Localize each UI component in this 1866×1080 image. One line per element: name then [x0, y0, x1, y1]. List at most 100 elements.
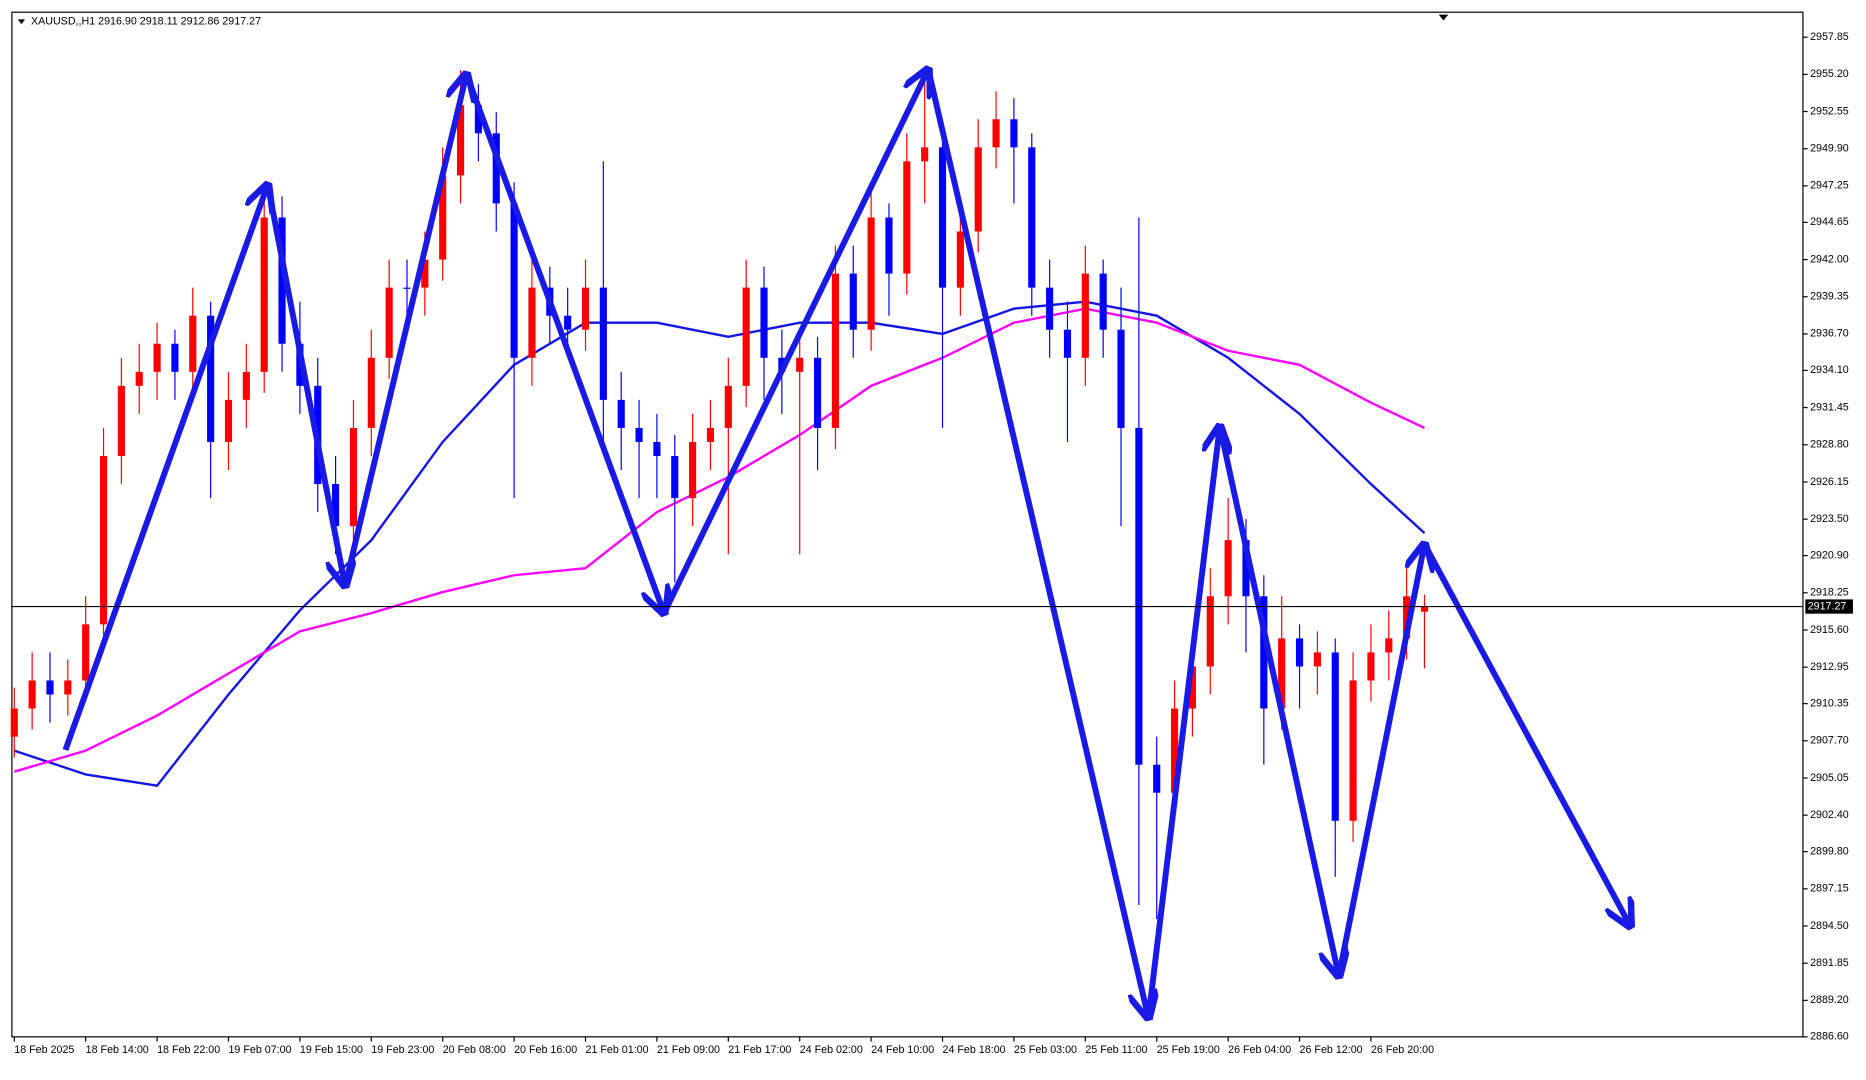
price-label-box — [1805, 599, 1853, 614]
y-tick-label: 2926.15 — [1810, 476, 1849, 488]
x-tick-label: 25 Feb 19:00 — [1157, 1044, 1220, 1056]
plot-frame — [11, 11, 1804, 1038]
candle-body — [1224, 540, 1232, 597]
candle-body — [421, 259, 429, 288]
candle-body — [510, 203, 518, 358]
candle-body — [1046, 287, 1054, 330]
candle-body — [867, 217, 875, 330]
x-tick-label: 20 Feb 16:00 — [514, 1044, 577, 1056]
y-tick-label: 2891.85 — [1810, 957, 1849, 969]
candle-body — [242, 371, 250, 400]
candle-body — [153, 343, 161, 372]
candle-body — [564, 315, 572, 330]
y-tick-label: 2931.45 — [1810, 401, 1849, 413]
candle-body — [1206, 596, 1214, 667]
candle-body — [82, 624, 90, 681]
y-tick-label: 2902.40 — [1810, 809, 1849, 821]
candle-body — [135, 371, 143, 386]
candle-body — [653, 441, 661, 456]
y-tick-label: 2920.90 — [1810, 549, 1849, 561]
arrow — [1216, 425, 1339, 976]
candle-body — [813, 357, 822, 428]
y-tick-label: 2910.35 — [1810, 697, 1849, 709]
arrow — [661, 69, 928, 615]
arrow — [463, 73, 665, 613]
candle-body — [742, 287, 750, 386]
x-tick-label: 21 Feb 01:00 — [586, 1044, 649, 1056]
x-tick-label: 24 Feb 02:00 — [800, 1044, 863, 1056]
candle-body — [456, 105, 465, 176]
candle-body — [1313, 652, 1321, 667]
y-tick-label: 2944.65 — [1810, 216, 1849, 228]
y-tick-label: 2907.70 — [1810, 735, 1849, 747]
candle-body — [671, 455, 679, 499]
chart-title: XAUUSD,,H1 2916.90 2918.11 2912.86 2917.… — [31, 16, 261, 28]
candle-body — [528, 287, 536, 358]
candle-body — [171, 343, 179, 372]
x-tick-label: 24 Feb 10:00 — [871, 1044, 934, 1056]
candle-body — [1278, 638, 1286, 709]
candle-body — [367, 357, 375, 428]
candle-body — [224, 399, 233, 442]
candle-body — [117, 385, 125, 456]
candle-body — [1099, 273, 1107, 330]
candle-body — [796, 357, 804, 372]
x-tick-label: 20 Feb 08:00 — [443, 1044, 506, 1056]
price-label: 2917.27 — [1808, 600, 1847, 612]
candle-body — [956, 231, 964, 288]
candle-body — [1171, 708, 1179, 793]
candle-body — [1385, 638, 1393, 653]
candle-body — [46, 680, 54, 695]
trend-arrows — [62, 68, 1630, 1017]
y-tick-label: 2939.35 — [1810, 291, 1849, 303]
candle-body — [581, 287, 590, 330]
candle-body — [1420, 606, 1429, 612]
x-tick-label: 25 Feb 11:00 — [1085, 1044, 1147, 1056]
candle-body — [1331, 652, 1339, 821]
x-tick-label: 26 Feb 20:00 — [1371, 1044, 1434, 1056]
y-tick-label: 2899.80 — [1810, 845, 1849, 857]
candle-body — [724, 385, 732, 428]
candle-body — [1188, 666, 1197, 709]
candle-body — [385, 287, 393, 358]
x-tick-label: 21 Feb 17:00 — [728, 1044, 791, 1056]
candle-body — [189, 315, 197, 372]
moving-average — [13, 300, 1426, 787]
candle-body — [849, 273, 857, 330]
candle-body — [1081, 273, 1089, 358]
y-tick-label: 2936.70 — [1810, 328, 1849, 340]
y-tick-label: 2886.60 — [1810, 1031, 1849, 1043]
x-tick-label: 25 Feb 03:00 — [1014, 1044, 1077, 1056]
candle-body — [64, 680, 72, 695]
arrow — [925, 68, 1148, 1017]
y-tick-label: 2905.05 — [1810, 772, 1849, 784]
candle-body — [635, 427, 643, 442]
arrow — [264, 184, 345, 586]
candle-body — [1117, 329, 1125, 428]
menu-icon[interactable] — [17, 19, 25, 25]
candle-body — [938, 147, 947, 288]
candle-body — [689, 441, 697, 499]
candle-body — [28, 680, 36, 709]
candle-body — [278, 217, 286, 344]
candle-body — [706, 427, 715, 442]
arrow — [1335, 544, 1425, 977]
y-tick-label: 2955.20 — [1810, 68, 1849, 80]
y-tick-label: 2912.95 — [1810, 661, 1849, 673]
y-tick-label: 2918.25 — [1810, 587, 1849, 599]
y-tick-label: 2889.20 — [1810, 994, 1849, 1006]
y-tick-label: 2894.50 — [1810, 920, 1849, 932]
candle-body — [1349, 680, 1357, 821]
candle-body — [439, 175, 447, 260]
shift-marker — [1438, 14, 1449, 21]
candle-body — [1260, 596, 1268, 709]
candle-body — [1135, 427, 1143, 765]
candle-body — [1295, 638, 1304, 667]
candle-body — [349, 427, 358, 527]
candle-body — [207, 315, 215, 442]
y-tick-label: 2949.90 — [1810, 143, 1849, 155]
x-tick-label: 19 Feb 15:00 — [300, 1044, 363, 1056]
y-tick-label: 2934.10 — [1810, 364, 1849, 376]
